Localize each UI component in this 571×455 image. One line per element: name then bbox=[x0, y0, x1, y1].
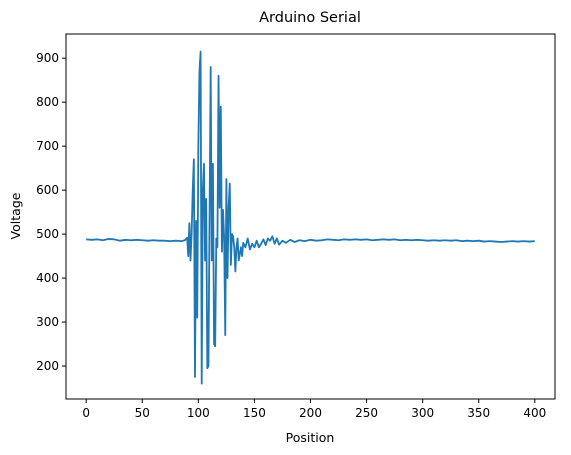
y-tick-label: 500 bbox=[36, 227, 59, 241]
y-tick-label: 200 bbox=[36, 359, 59, 373]
x-tick-label: 300 bbox=[411, 406, 434, 420]
x-tick-label: 400 bbox=[523, 406, 546, 420]
x-axis: 0 50 100 150 200 250 300 350 400 bbox=[82, 399, 546, 420]
x-axis-label: Position bbox=[286, 430, 335, 445]
y-axis: 200 300 400 500 600 700 800 900 bbox=[36, 51, 66, 373]
y-axis-label: Voltage bbox=[8, 192, 23, 239]
voltage-series-line bbox=[86, 50, 535, 385]
y-tick-label: 800 bbox=[36, 95, 59, 109]
y-tick-label: 900 bbox=[36, 51, 59, 65]
y-tick-label: 700 bbox=[36, 139, 59, 153]
x-tick-label: 200 bbox=[299, 406, 322, 420]
x-tick-label: 150 bbox=[243, 406, 266, 420]
x-tick-label: 50 bbox=[135, 406, 150, 420]
x-tick-label: 350 bbox=[467, 406, 490, 420]
x-tick-label: 0 bbox=[82, 406, 90, 420]
plot-frame bbox=[65, 33, 556, 400]
y-tick-label: 600 bbox=[36, 183, 59, 197]
y-tick-label: 300 bbox=[36, 315, 59, 329]
x-tick-label: 100 bbox=[187, 406, 210, 420]
x-tick-label: 250 bbox=[355, 406, 378, 420]
chart-title: Arduino Serial bbox=[259, 10, 361, 26]
y-tick-label: 400 bbox=[36, 271, 59, 285]
